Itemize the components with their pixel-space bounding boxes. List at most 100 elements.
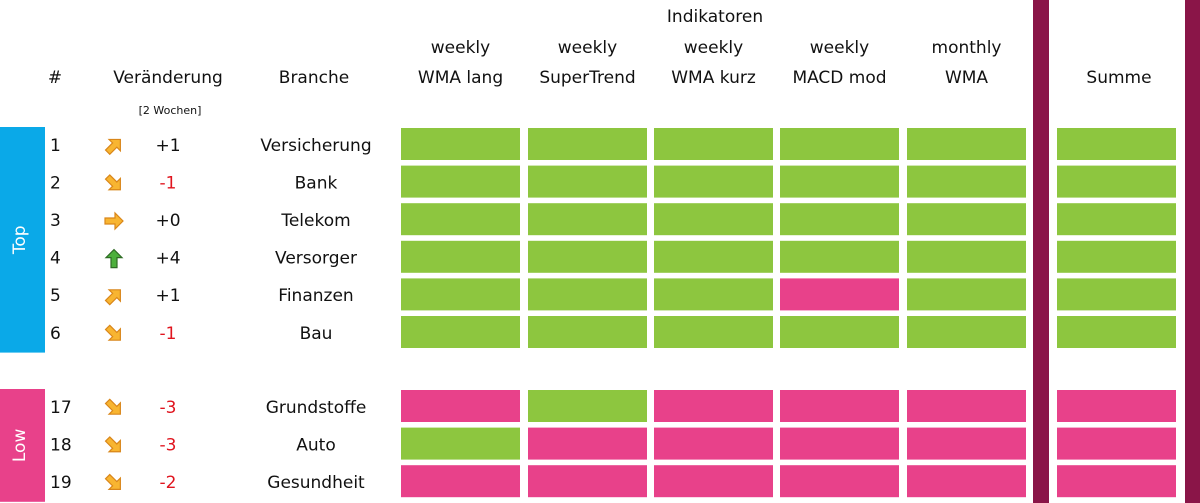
- column-header: WMA lang: [418, 68, 503, 88]
- sector: Grundstoffe: [266, 398, 367, 418]
- group-title: Indikatoren: [667, 7, 763, 27]
- sum-cell: [1057, 465, 1176, 498]
- rank: 3: [50, 211, 61, 231]
- trend-arrow: [104, 398, 121, 415]
- sum-cell: [1057, 390, 1176, 422]
- signal-cell: [907, 390, 1026, 422]
- divider: [1033, 0, 1049, 503]
- signal-cell: [528, 390, 647, 422]
- sector: Versicherung: [260, 136, 371, 156]
- sum-cell: [1057, 128, 1176, 160]
- sector: Versorger: [275, 249, 357, 269]
- column-header: Veränderung: [113, 68, 223, 88]
- trend-arrow: [104, 324, 121, 341]
- signal-cell: [780, 165, 899, 198]
- arrow-shape: [104, 138, 121, 156]
- signal-cell: [907, 427, 1026, 460]
- signal-cell: [907, 165, 1026, 198]
- change: +0: [155, 211, 180, 231]
- rank: 5: [50, 286, 61, 306]
- arrow-shape: [104, 324, 121, 341]
- trend-arrow: [104, 138, 121, 156]
- rank: 4: [50, 249, 61, 269]
- sum-cell: [1057, 427, 1176, 460]
- signal-cell: [780, 316, 899, 348]
- arrow-shape: [104, 174, 121, 191]
- arrow-shape: [104, 398, 121, 415]
- signal-cell: [654, 427, 773, 460]
- signal-cell: [401, 427, 520, 460]
- change: -1: [160, 324, 177, 344]
- signal-cell: [654, 316, 773, 348]
- signal-cell: [654, 203, 773, 236]
- sector: Gesundheit: [267, 473, 365, 493]
- group-label: Top: [10, 225, 30, 255]
- sector: Finanzen: [278, 286, 353, 306]
- change: -3: [160, 398, 177, 418]
- column-header: weekly: [684, 38, 743, 58]
- signal-cell: [528, 427, 647, 460]
- signal-cell: [401, 165, 520, 198]
- signal-cell: [528, 465, 647, 498]
- change: -3: [160, 435, 177, 455]
- rank: 1: [50, 136, 61, 156]
- sector: Bau: [300, 324, 333, 344]
- column-header: Summe: [1086, 68, 1151, 88]
- arrow-shape: [104, 211, 124, 231]
- column-header: weekly: [810, 38, 869, 58]
- signal-cell: [780, 240, 899, 273]
- change: +1: [155, 286, 180, 306]
- signal-cell: [780, 465, 899, 498]
- column-header: weekly: [558, 38, 617, 58]
- signal-cell: [654, 128, 773, 160]
- arrow-shape: [104, 289, 121, 306]
- signal-cell: [401, 128, 520, 160]
- group-band: [0, 389, 45, 502]
- sum-cell: [1057, 203, 1176, 236]
- signal-cell: [401, 465, 520, 498]
- signal-cell: [907, 316, 1026, 348]
- sum-cell: [1057, 240, 1176, 273]
- signal-cell: [528, 128, 647, 160]
- column-header: #: [48, 68, 62, 88]
- signal-cell: [528, 165, 647, 198]
- trend-arrow: [104, 473, 121, 490]
- rank: 18: [50, 435, 72, 455]
- trend-arrow: [104, 289, 121, 306]
- signal-cell: [654, 278, 773, 311]
- change: -2: [160, 473, 177, 493]
- signal-cell: [528, 278, 647, 311]
- divider: [1185, 0, 1200, 503]
- sum-cell: [1057, 165, 1176, 198]
- trend-arrow: [104, 248, 124, 269]
- signal-cell: [401, 203, 520, 236]
- trend-arrow: [104, 174, 121, 191]
- group-label: Low: [10, 429, 30, 463]
- arrow-shape: [104, 473, 121, 490]
- arrow-shape: [104, 436, 121, 453]
- signal-cell: [907, 278, 1026, 311]
- signal-cell: [780, 390, 899, 422]
- signal-cell: [780, 203, 899, 236]
- column-header: weekly: [431, 38, 490, 58]
- sector: Auto: [296, 435, 335, 455]
- signal-cell: [654, 240, 773, 273]
- signal-cell: [528, 240, 647, 273]
- signal-cell: [401, 316, 520, 348]
- signal-cell: [780, 427, 899, 460]
- signal-cell: [401, 278, 520, 311]
- signal-cell: [528, 316, 647, 348]
- column-header: SuperTrend: [539, 68, 635, 88]
- signal-cell: [907, 240, 1026, 273]
- signal-cell: [907, 465, 1026, 498]
- signal-cell: [907, 128, 1026, 160]
- column-header: Branche: [279, 68, 349, 88]
- signal-cell: [780, 278, 899, 311]
- rank: 2: [50, 173, 61, 193]
- rank: 17: [50, 398, 72, 418]
- sector: Bank: [295, 173, 338, 193]
- arrow-shape: [104, 248, 124, 269]
- column-header: monthly: [932, 38, 1002, 58]
- signal-cell: [654, 465, 773, 498]
